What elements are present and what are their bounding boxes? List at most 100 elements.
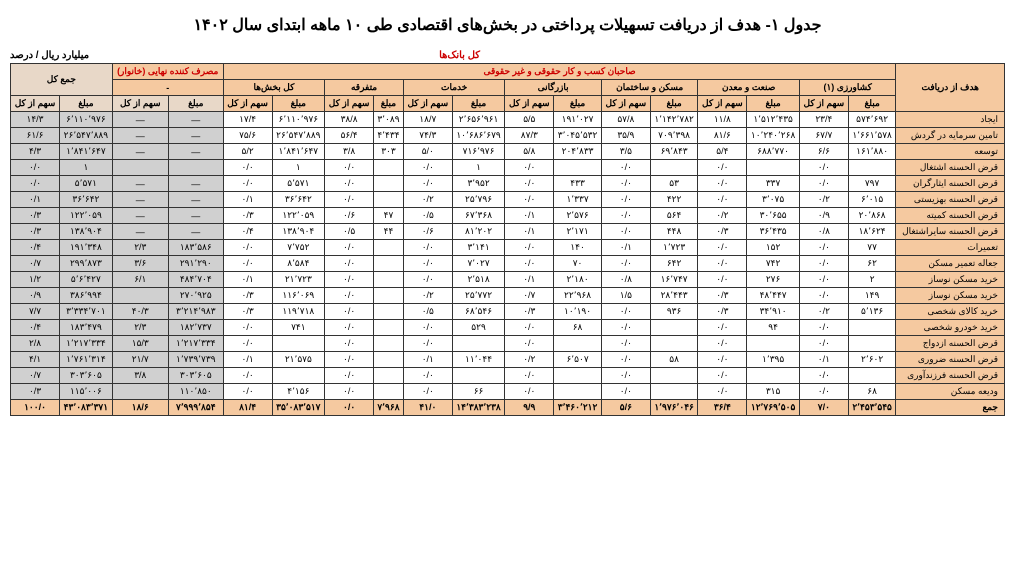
- cell: [373, 288, 403, 304]
- cell: ۰/۳: [698, 224, 747, 240]
- cell: ۱۱۵٬۰۰۶: [60, 384, 113, 400]
- cell: ۰/۲: [505, 352, 554, 368]
- cell: ۳/۸: [325, 144, 374, 160]
- table-row: خرید مسکن نوساز۱۴۹۰/۰۴۸٬۴۴۷۰/۳۲۸٬۴۴۳۱/۵۲…: [11, 288, 1005, 304]
- cell: ۳۶٬۴۳۵: [747, 224, 800, 240]
- cell: ۰/۰: [505, 160, 554, 176]
- cell: ۵٬۵۷۱: [60, 176, 113, 192]
- cell: ۰/۰: [601, 320, 650, 336]
- table-row: قرض الحسنه ضروری۲٬۶۰۲۰/۱۱٬۳۹۵۰/۰۵۸۰/۰۶٬۵…: [11, 352, 1005, 368]
- cell: ۱۲۲٬۰۵۹: [60, 208, 113, 224]
- cell: ۰/۰: [325, 320, 374, 336]
- cell: ۰/۰: [403, 320, 452, 336]
- cell: ۰/۳: [11, 384, 60, 400]
- cell: ۰/۰: [799, 256, 848, 272]
- cell: ۲۷۰٬۹۲۵: [168, 288, 223, 304]
- cell: ۰/۲: [403, 288, 452, 304]
- col-housing: مسکن و ساختمان: [601, 80, 698, 96]
- cell: ۰/۳: [11, 224, 60, 240]
- total-cell: ۹/۹: [505, 400, 554, 416]
- cell: ۰/۰: [698, 256, 747, 272]
- cell: ۰/۰: [403, 240, 452, 256]
- cell: ۱۸/۷: [403, 112, 452, 128]
- cell: [373, 176, 403, 192]
- cell: ۶۹٬۸۴۳: [650, 144, 698, 160]
- cell: ۱/۲: [11, 272, 60, 288]
- cell: —: [112, 144, 168, 160]
- row-name: خرید کالای شخصی: [896, 304, 1005, 320]
- cell: ۵۷۴٬۶۹۲: [848, 112, 896, 128]
- sub-share: سهم از کل: [223, 96, 272, 112]
- cell: ۰/۰: [601, 224, 650, 240]
- cell: ۱٬۳۹۵: [747, 352, 800, 368]
- cell: ۴۸۴٬۷۰۴: [168, 272, 223, 288]
- cell: ۶٬۰۱۵: [848, 192, 896, 208]
- cell: ۸۷/۳: [505, 128, 554, 144]
- total-cell: ۱۸/۶: [112, 400, 168, 416]
- cell: ۲۶٬۵۴۷٬۸۸۹: [60, 128, 113, 144]
- row-name: ایجاد: [896, 112, 1005, 128]
- total-cell: ۸۱/۴: [223, 400, 272, 416]
- cell: ۰/۶: [325, 208, 374, 224]
- cell: ۳۰۳: [373, 144, 403, 160]
- cell: ۰/۰: [403, 256, 452, 272]
- cell: ۴/۱: [11, 352, 60, 368]
- cell: ۱۱۰٬۸۵۰: [168, 384, 223, 400]
- total-cell: ۰/۰: [325, 400, 374, 416]
- cell: ۰/۰: [505, 256, 554, 272]
- cell: ۴۳۳: [554, 176, 602, 192]
- cell: ۰/۲: [799, 304, 848, 320]
- cell: ۰/۰: [601, 304, 650, 320]
- cell: ۲۵٬۷۹۶: [452, 192, 505, 208]
- cell: ۳۵/۹: [601, 128, 650, 144]
- cell: ۵۶۴: [650, 208, 698, 224]
- cell: ۶۲: [848, 256, 896, 272]
- cell: ۰/۰: [505, 384, 554, 400]
- col-misc: متفرقه: [325, 80, 404, 96]
- cell: ۳۰۳٬۶۰۵: [60, 368, 113, 384]
- cell: ۶٬۱۱۰٬۹۷۶: [272, 112, 325, 128]
- cell: [650, 368, 698, 384]
- cell: [373, 192, 403, 208]
- cell: ۰/۰: [698, 160, 747, 176]
- cell: ۹۳۶: [650, 304, 698, 320]
- cell: [554, 336, 602, 352]
- cell: ۸٬۵۸۴: [272, 256, 325, 272]
- cell: ۰/۰: [799, 272, 848, 288]
- cell: ۵۶/۴: [325, 128, 374, 144]
- cell: ۰/۰: [325, 368, 374, 384]
- cell: ۲۸٬۴۴۳: [650, 288, 698, 304]
- cell: ۴/۳: [11, 144, 60, 160]
- cell: ۳۴٬۹۱۰: [747, 304, 800, 320]
- col-agri: کشاورزی (۱): [799, 80, 896, 96]
- cell: ۲۶٬۵۴۷٬۸۸۹: [272, 128, 325, 144]
- total-cell: ۱۲٬۷۶۹٬۵۰۵: [747, 400, 800, 416]
- row-name: قرض الحسنه ضروری: [896, 352, 1005, 368]
- cell: ۱۱٬۰۴۴: [452, 352, 505, 368]
- table-row: جعاله تعمیر مسکن۶۲۰/۰۷۴۲۰/۰۶۴۲۰/۰۷۰۰/۰۷٬…: [11, 256, 1005, 272]
- cell: ۶۸٬۵۴۶: [452, 304, 505, 320]
- cell: ۰/۳: [11, 208, 60, 224]
- cell: ۱۴/۳: [11, 112, 60, 128]
- hdr-household: مصرف کننده نهایی (خانوار): [112, 64, 223, 80]
- cell: ۰/۱: [403, 352, 452, 368]
- cell: ۰/۴: [223, 224, 272, 240]
- cell: ۷۰۹٬۳۹۸: [650, 128, 698, 144]
- cell: [848, 336, 896, 352]
- cell: ۴٬۴۳۴: [373, 128, 403, 144]
- row-name: تامین سرمایه در گردش: [896, 128, 1005, 144]
- cell: ۰/۰: [325, 240, 374, 256]
- cell: ۰/۰: [403, 160, 452, 176]
- cell: [373, 320, 403, 336]
- col-ind: صنعت و معدن: [698, 80, 799, 96]
- row-name: قرض الحسنه بهزیستی: [896, 192, 1005, 208]
- col-trade: بازرگانی: [505, 80, 602, 96]
- sub-share: سهم از کل: [112, 96, 168, 112]
- cell: ۰/۰: [223, 336, 272, 352]
- cell: ۱۸۳٬۴۷۹: [60, 320, 113, 336]
- cell: [373, 272, 403, 288]
- cell: ۲۱/۷: [112, 352, 168, 368]
- cell: ۲۱٬۷۲۳: [272, 272, 325, 288]
- sub-amount: مبلغ: [650, 96, 698, 112]
- cell: ۰/۰: [799, 384, 848, 400]
